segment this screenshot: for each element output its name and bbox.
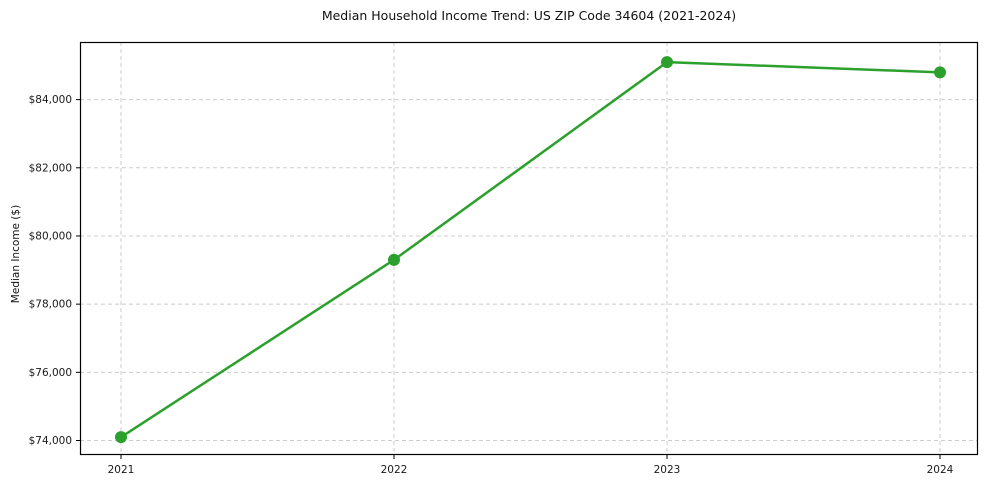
y-tick-label: $78,000 xyxy=(29,299,72,311)
chart-title: Median Household Income Trend: US ZIP Co… xyxy=(321,8,737,23)
plot-border xyxy=(79,41,979,456)
x-tick-label: 2023 xyxy=(654,464,681,476)
data-point-2021 xyxy=(115,431,127,444)
y-tick-label: $74,000 xyxy=(29,435,72,447)
y-tick-label: $76,000 xyxy=(29,367,72,379)
data-point-2024 xyxy=(934,66,946,79)
data-point-2023 xyxy=(661,56,673,69)
y-tick-label: $82,000 xyxy=(29,162,72,174)
x-tick-label: 2021 xyxy=(108,464,135,476)
x-tick-label: 2022 xyxy=(381,464,408,476)
y-tick-label: $80,000 xyxy=(29,230,72,242)
data-point-2022 xyxy=(388,253,400,266)
y-tick-label: $84,000 xyxy=(29,94,72,106)
trend-line xyxy=(119,60,942,439)
x-tick-label: 2024 xyxy=(927,464,954,476)
